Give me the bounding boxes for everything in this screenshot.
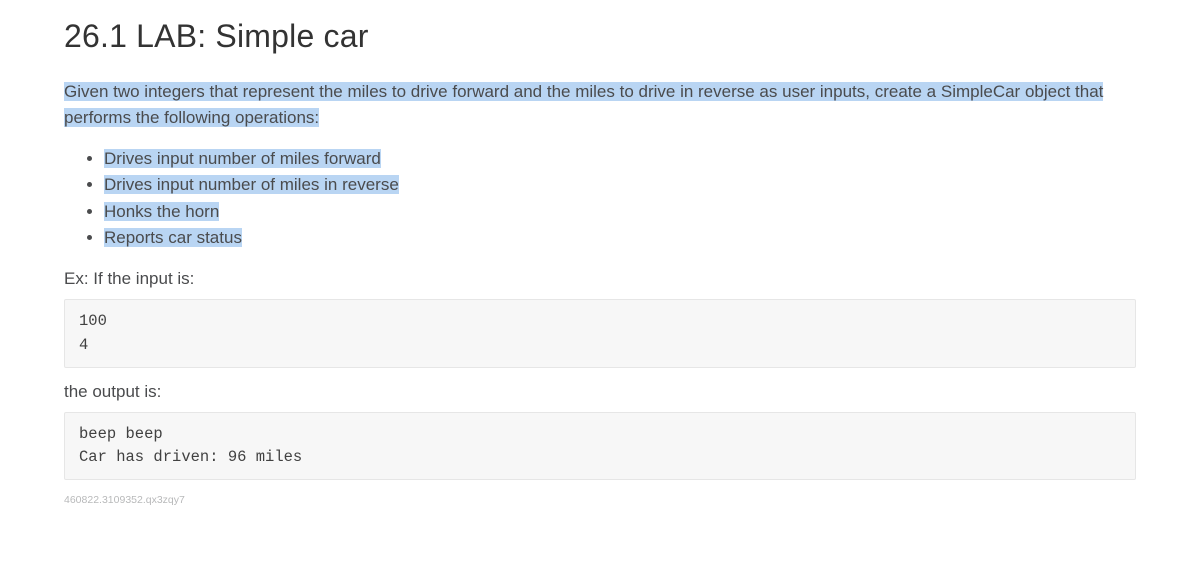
- list-item-text: Drives input number of miles in reverse: [104, 175, 399, 194]
- intro-text: Given two integers that represent the mi…: [64, 82, 1103, 127]
- list-item: Drives input number of miles forward: [104, 146, 1136, 172]
- example-output-label: the output is:: [64, 382, 1136, 402]
- page-title: 26.1 LAB: Simple car: [64, 18, 1136, 55]
- list-item-text: Reports car status: [104, 228, 242, 247]
- intro-paragraph: Given two integers that represent the mi…: [64, 79, 1136, 130]
- list-item: Drives input number of miles in reverse: [104, 172, 1136, 198]
- list-item-text: Honks the horn: [104, 202, 219, 221]
- output-codeblock: beep beep Car has driven: 96 miles: [64, 412, 1136, 481]
- operations-list: Drives input number of miles forward Dri…: [64, 146, 1136, 251]
- list-item: Reports car status: [104, 225, 1136, 251]
- example-input-label: Ex: If the input is:: [64, 269, 1136, 289]
- list-item: Honks the horn: [104, 199, 1136, 225]
- footer-id: 460822.3109352.qx3zqy7: [64, 494, 1136, 506]
- input-codeblock: 100 4: [64, 299, 1136, 368]
- list-item-text: Drives input number of miles forward: [104, 149, 381, 168]
